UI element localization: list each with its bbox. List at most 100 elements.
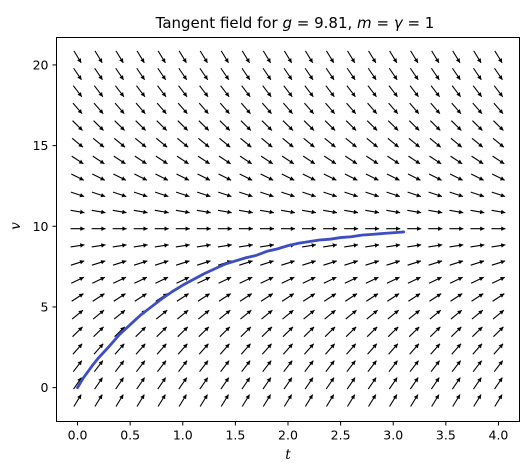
field-arrow (366, 293, 379, 302)
field-arrow (491, 276, 505, 284)
field-arrow (366, 120, 378, 131)
field-arrow (345, 326, 357, 338)
field-arrow (431, 394, 440, 407)
field-arrow (261, 343, 272, 355)
field-arrow (449, 260, 464, 266)
field-arrow (430, 360, 441, 373)
field-arrow (112, 243, 127, 248)
field-arrow (452, 394, 461, 407)
field-arrow (154, 191, 169, 198)
field-arrow (178, 360, 188, 373)
field-arrow (282, 309, 294, 320)
field-arrow (196, 243, 211, 248)
field-arrow (72, 85, 83, 98)
field-arrow (70, 260, 85, 266)
field-arrow (262, 360, 272, 373)
field-arrow (134, 293, 147, 302)
field-arrow (262, 50, 272, 64)
field-arrow (175, 226, 190, 231)
field-arrow (199, 50, 208, 64)
field-arrow (345, 120, 357, 131)
field-arrow (344, 226, 359, 231)
field-arrow (241, 377, 251, 390)
field-arrow (136, 50, 145, 64)
field-arrow (325, 343, 336, 355)
field-arrow (71, 276, 85, 284)
field-arrow (302, 293, 316, 302)
field-arrow (156, 326, 168, 338)
y-tick-label: 0 (41, 380, 49, 395)
field-arrow (410, 50, 419, 64)
field-arrow (133, 191, 148, 198)
field-arrow (177, 326, 189, 338)
y-axis-label: v (8, 222, 24, 230)
x-tick-label: 3.5 (436, 428, 456, 443)
field-arrow (218, 173, 232, 181)
field-arrow (135, 120, 147, 131)
y-tick-label: 10 (33, 219, 49, 234)
field-arrow (155, 309, 168, 320)
field-arrow (408, 137, 421, 148)
field-arrow (283, 67, 293, 81)
field-arrow (178, 377, 188, 390)
field-arrow (493, 120, 504, 131)
field-arrow (344, 173, 358, 181)
solution-curve (76, 230, 406, 390)
field-arrow (71, 293, 84, 302)
field-arrow (303, 326, 315, 338)
field-arrow (261, 137, 273, 148)
field-arrow (407, 260, 422, 266)
field-arrow (303, 309, 315, 320)
field-arrow (450, 155, 463, 165)
field-arrow (155, 137, 168, 148)
field-arrow (494, 50, 503, 64)
field-arrow (93, 360, 104, 373)
field-arrow (217, 209, 232, 215)
field-arrow (325, 360, 335, 373)
field-arrow (177, 102, 188, 115)
field-arrow (280, 226, 296, 231)
field-arrow (386, 209, 401, 215)
field-arrow (114, 343, 125, 355)
field-arrow (347, 50, 356, 64)
field-arrow (430, 67, 440, 81)
field-arrow (366, 155, 379, 165)
field-arrow (304, 67, 314, 81)
field-arrow (72, 360, 83, 373)
field-arrow (344, 209, 359, 215)
field-arrow (429, 309, 442, 320)
field-arrow (430, 343, 441, 355)
field-arrow (92, 173, 106, 181)
field-arrow (113, 155, 126, 165)
field-arrow (134, 276, 148, 284)
field-arrow (196, 226, 211, 231)
field-arrow (471, 293, 484, 302)
title-eq1: = (372, 14, 394, 32)
field-arrow (135, 326, 147, 338)
field-arrow (259, 243, 274, 248)
field-arrow (260, 260, 274, 266)
field-arrow (93, 326, 104, 338)
field-arrow (407, 276, 421, 284)
field-arrow (240, 343, 251, 355)
field-arrow (346, 102, 357, 115)
field-arrow (470, 191, 485, 198)
field-arrow (451, 102, 462, 115)
field-arrow (241, 67, 251, 81)
field-arrow (365, 276, 379, 284)
field-arrow (73, 67, 82, 81)
field-arrow (325, 85, 335, 98)
field-arrow (367, 102, 378, 115)
field-arrow (91, 226, 106, 231)
field-arrow (408, 155, 421, 165)
field-arrow (492, 293, 505, 302)
field-arrow (470, 243, 485, 248)
field-arrow (71, 173, 85, 181)
field-arrow (176, 293, 189, 302)
field-arrow (344, 243, 359, 248)
field-arrow (366, 137, 378, 148)
field-arrow (199, 377, 209, 390)
field-arrow (72, 343, 83, 355)
field-arrow (449, 276, 463, 284)
field-arrow (115, 67, 125, 81)
